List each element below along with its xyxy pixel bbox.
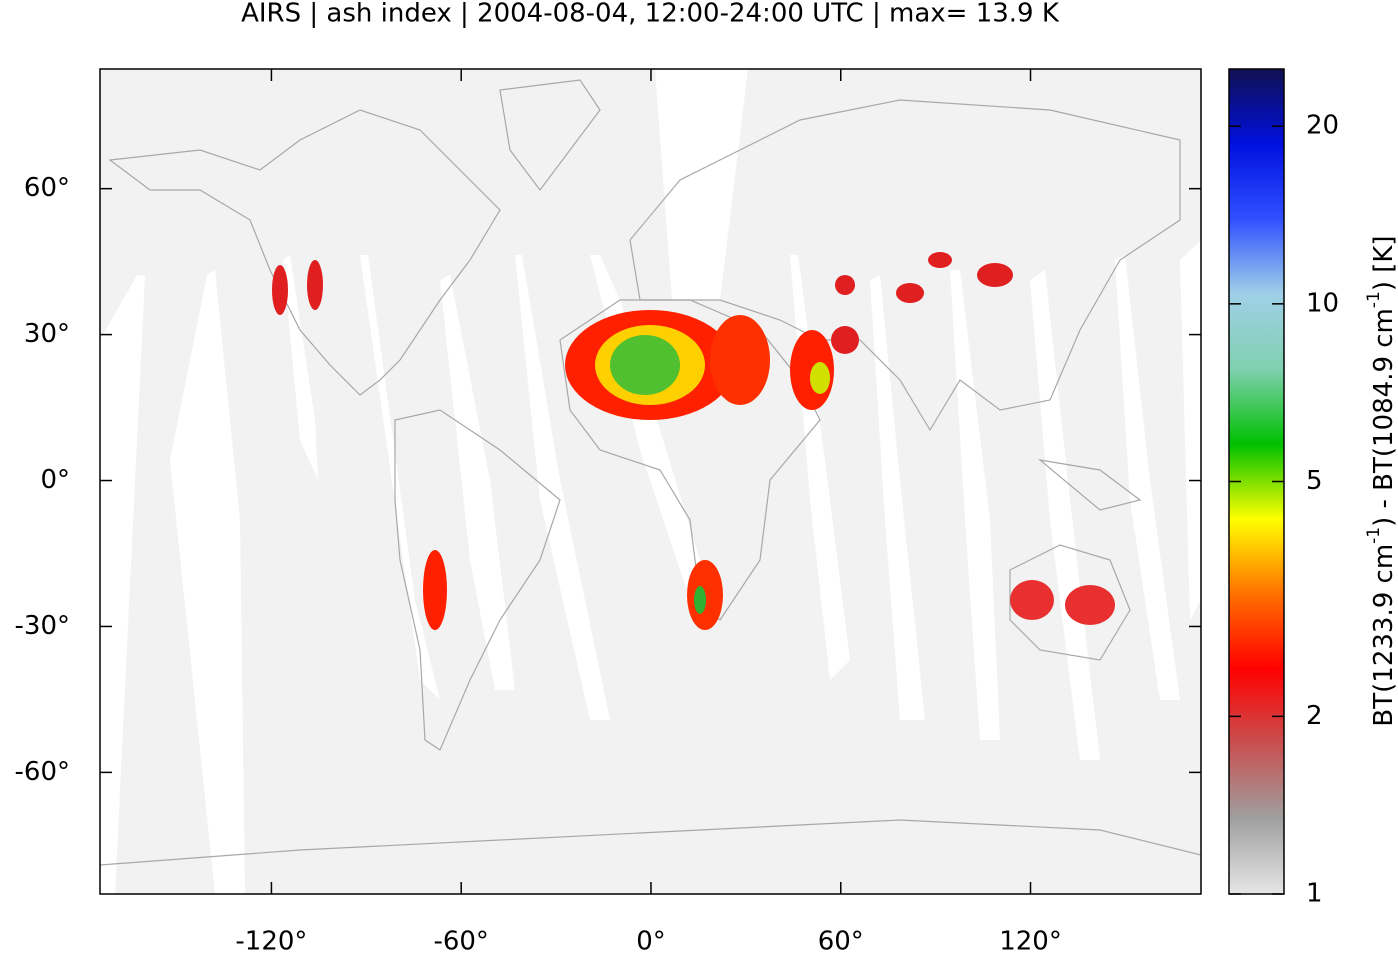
x-tick-label: 0°	[636, 927, 666, 957]
y-tick-label: 60°	[24, 173, 70, 203]
y-tick-label: -60°	[15, 757, 70, 787]
chart-title: AIRS | ash index | 2004-08-04, 12:00-24:…	[241, 0, 1060, 29]
x-tick-label: -120°	[235, 927, 307, 957]
colorbar-tick-label: 5	[1306, 466, 1323, 496]
label-superscript: -1	[1364, 291, 1384, 308]
colorbar-tick-label: 10	[1306, 288, 1339, 318]
label-text: ) [K]	[1369, 235, 1398, 291]
x-tick-label: 60°	[818, 927, 864, 957]
label-superscript: -1	[1364, 527, 1384, 544]
colorbar-tick-label: 1	[1306, 879, 1323, 909]
map	[100, 69, 1201, 894]
y-tick-label: 0°	[40, 465, 70, 495]
y-tick-label: 30°	[24, 319, 70, 349]
y-tick-label: -30°	[15, 611, 70, 641]
x-tick-label: -60°	[433, 927, 488, 957]
colorbar-label: BT(1233.9 cm-1) - BT(1084.9 cm-1) [K]	[1364, 235, 1398, 726]
label-text: ) - BT(1084.9 cm	[1369, 308, 1398, 527]
label-text: BT(1233.9 cm	[1369, 544, 1398, 727]
colorbar-tick-label: 2	[1306, 701, 1323, 731]
colorbar-tick-label: 20	[1306, 111, 1339, 141]
x-tick-label: 120°	[999, 927, 1062, 957]
